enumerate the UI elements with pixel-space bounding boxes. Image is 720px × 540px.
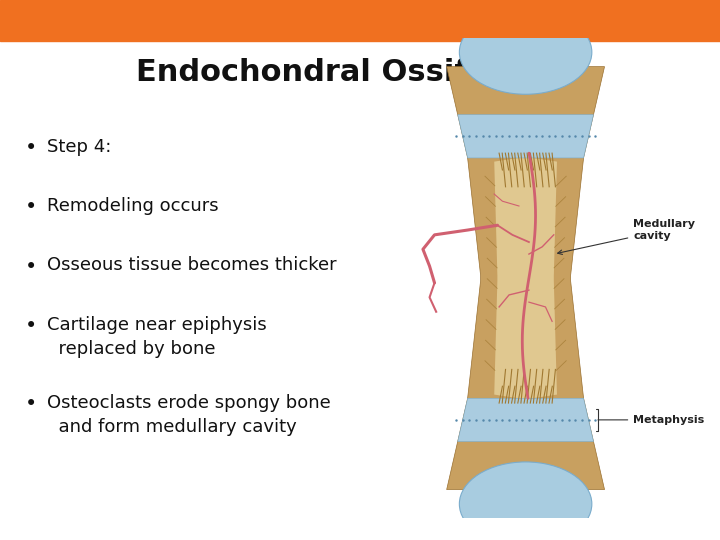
Text: •: • <box>25 138 37 158</box>
Text: Medullary
cavity: Medullary cavity <box>558 219 696 254</box>
Text: •: • <box>25 197 37 217</box>
Ellipse shape <box>459 10 592 94</box>
Text: Cartilage near epiphysis
  replaced by bone: Cartilage near epiphysis replaced by bon… <box>47 316 266 357</box>
Polygon shape <box>458 398 593 442</box>
Polygon shape <box>494 153 557 403</box>
Text: Endochondral Ossification: Endochondral Ossification <box>136 58 584 87</box>
Text: Step 4:: Step 4: <box>47 138 111 156</box>
Text: Osseous tissue becomes thicker: Osseous tissue becomes thicker <box>47 256 336 274</box>
Text: Osteoclasts erode spongy bone
  and form medullary cavity: Osteoclasts erode spongy bone and form m… <box>47 394 330 436</box>
Text: Metaphysis: Metaphysis <box>595 409 704 431</box>
Text: Remodeling occurs: Remodeling occurs <box>47 197 218 215</box>
Bar <box>0 0 720 40</box>
Text: •: • <box>25 256 37 276</box>
Polygon shape <box>446 66 605 490</box>
Polygon shape <box>458 114 593 158</box>
Ellipse shape <box>459 462 592 540</box>
Text: •: • <box>25 316 37 336</box>
Text: •: • <box>25 394 37 414</box>
